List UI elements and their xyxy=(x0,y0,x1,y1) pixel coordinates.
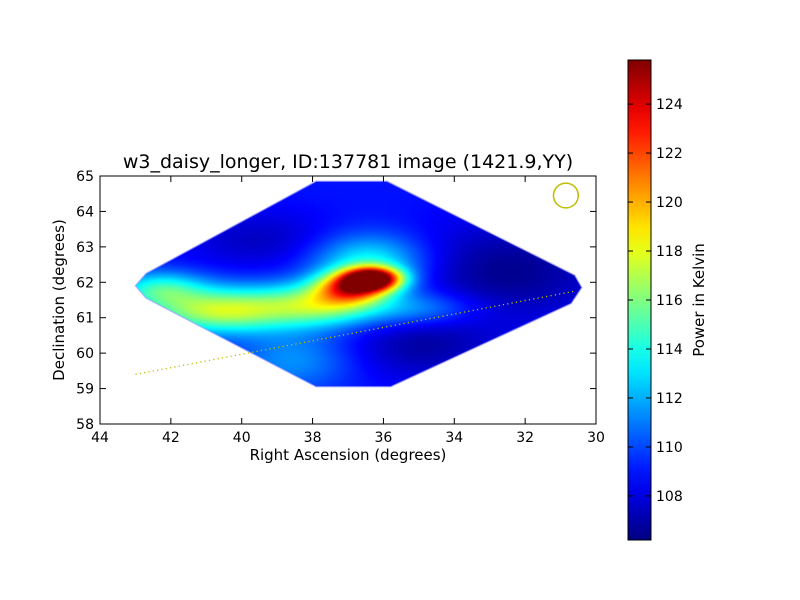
colorbar-tick-label: 108 xyxy=(656,489,683,505)
y-tick-label: 61 xyxy=(76,311,94,327)
plot-area: 44 42 40 38 36 34 32 30 58 59 60 61 62 63 64 65 xyxy=(76,169,605,446)
beam-circle xyxy=(552,182,580,209)
x-tick-label: 40 xyxy=(233,430,251,446)
colorbar-tick-label: 118 xyxy=(656,244,683,260)
x-tick-label: 44 xyxy=(91,430,109,446)
y-axis-label: Declination (degrees) xyxy=(50,219,68,381)
y-axis-ticks: 58 59 60 61 62 63 64 65 xyxy=(76,169,596,433)
map-outline xyxy=(134,180,583,388)
y-tick-label: 58 xyxy=(76,417,94,433)
colorbar-tick-label: 114 xyxy=(656,342,683,358)
plot-frame xyxy=(99,175,597,425)
colorbar-tick-label: 120 xyxy=(656,195,683,211)
colorbar-tick-label: 110 xyxy=(656,440,683,456)
y-tick-label: 65 xyxy=(76,169,94,185)
y-tick-label: 63 xyxy=(76,240,94,256)
y-tick-label: 60 xyxy=(76,346,94,362)
colorbar-tick-label: 116 xyxy=(656,293,683,309)
colorbar-ticks: 108 110 112 114 116 118 120 122 124 xyxy=(628,97,683,505)
x-axis-label: Right Ascension (degrees) xyxy=(250,446,447,464)
y-tick-label: 64 xyxy=(76,204,94,220)
y-tick-label: 62 xyxy=(76,275,94,291)
colorbar-tick-label: 122 xyxy=(656,146,683,162)
x-tick-label: 32 xyxy=(516,430,534,446)
x-axis-ticks: 44 42 40 38 36 34 32 30 xyxy=(91,176,605,446)
x-tick-label: 30 xyxy=(587,430,605,446)
x-tick-label: 34 xyxy=(445,430,463,446)
colorbar-label: Power in Kelvin xyxy=(690,243,708,357)
chart-title: w3_daisy_longer, ID:137781 image (1421.9… xyxy=(123,151,573,173)
y-tick-label: 59 xyxy=(76,382,94,398)
colorbar-tick-label: 124 xyxy=(656,97,683,113)
colorbar-tick-label: 112 xyxy=(656,391,683,407)
colorbar-fill xyxy=(628,60,651,540)
colorbar: 108 110 112 114 116 118 120 122 124 Power in Kel… xyxy=(627,59,708,541)
x-tick-label: 38 xyxy=(304,430,322,446)
x-tick-label: 36 xyxy=(375,430,393,446)
x-tick-label: 42 xyxy=(162,430,180,446)
